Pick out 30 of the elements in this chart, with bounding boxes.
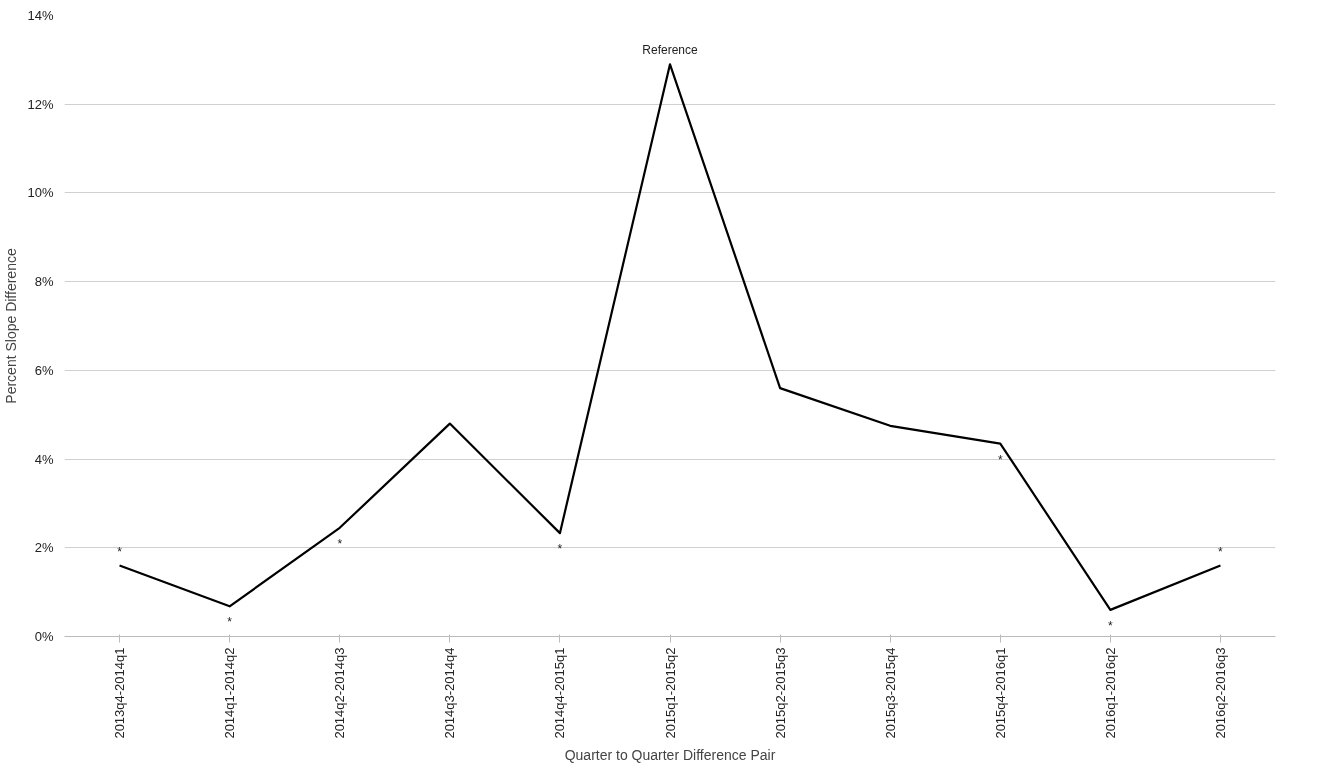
x-tick-label: 2013q4-2014q1: [112, 647, 128, 739]
y-tick-label: 2%: [34, 540, 54, 556]
x-tick-label: 2014q2-2014q3: [332, 647, 348, 739]
x-tick-label: 2014q4-2015q1: [552, 647, 568, 739]
data-label: *: [1218, 544, 1224, 559]
line-series: [118, 63, 1222, 611]
x-tick-label: 2016q2-2016q3: [1212, 647, 1228, 739]
x-axis-title: Quarter to Quarter Difference Pair: [564, 746, 776, 763]
data-label: *: [997, 452, 1003, 467]
y-tick-label: 10%: [27, 185, 54, 201]
y-tick-label: 8%: [34, 274, 54, 290]
y-tick-label: 0%: [34, 629, 54, 644]
x-tick-label: 2015q1-2015q2: [662, 647, 678, 739]
data-label: *: [557, 542, 563, 557]
data-label: *: [1108, 618, 1114, 633]
x-tick-label: 2016q1-2016q2: [1102, 647, 1118, 739]
y-tick-label: 12%: [27, 96, 54, 112]
x-tick-label: 2014q1-2014q2: [222, 647, 238, 739]
y-tick-label: 6%: [34, 362, 54, 378]
x-tick-label: 2015q3-2015q4: [882, 647, 898, 739]
x-tick-label: 2015q4-2016q1: [992, 647, 1008, 739]
y-tick-label: 4%: [34, 451, 54, 467]
x-tick-label: 2014q3-2014q4: [442, 647, 458, 739]
data-label: *: [337, 536, 343, 551]
data-label: *: [227, 615, 233, 630]
data-label: *: [117, 544, 123, 559]
y-tick-label: 14%: [27, 8, 54, 23]
data-label: Reference: [642, 43, 699, 58]
y-axis-title: Percent Slope Difference: [3, 248, 20, 404]
x-tick-label: 2015q2-2015q3: [772, 647, 788, 739]
